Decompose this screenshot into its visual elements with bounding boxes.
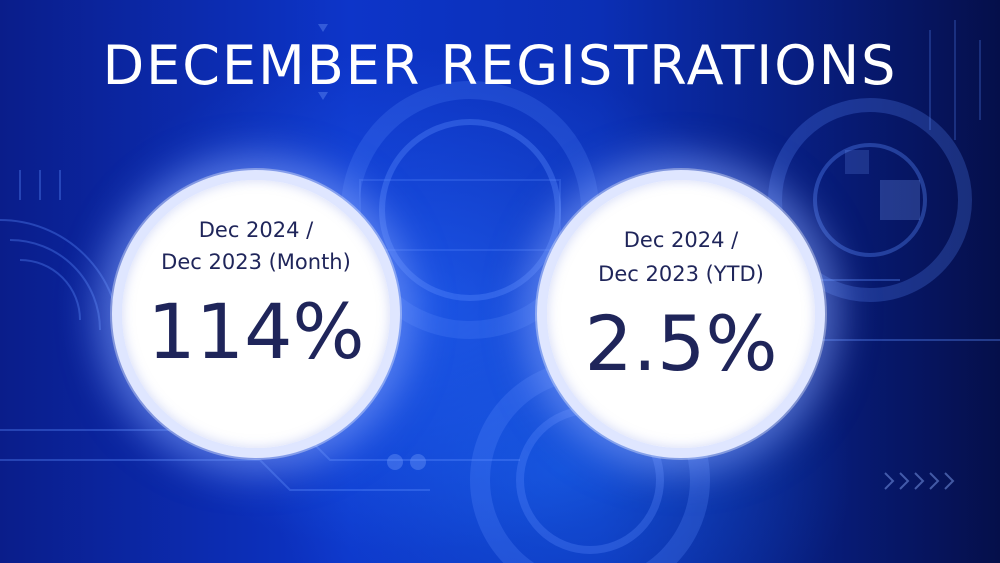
month-stat-label-line2: Dec 2023 (Month) xyxy=(161,250,351,274)
ytd-stat-label-line1: Dec 2024 / xyxy=(623,228,739,252)
page-title: DECEMBER REGISTRATIONS xyxy=(102,34,898,97)
month-stat-value: 114% xyxy=(147,287,365,376)
ytd-stat-label-line2: Dec 2023 (YTD) xyxy=(598,262,764,286)
ytd-stat-value: 2.5% xyxy=(584,299,778,388)
month-stat-circle: Dec 2024 / Dec 2023 (Month) 114% xyxy=(112,170,400,458)
ytd-stat-circle: Dec 2024 / Dec 2023 (YTD) 2.5% xyxy=(537,170,825,458)
month-stat-label-line1: Dec 2024 / xyxy=(198,218,314,242)
